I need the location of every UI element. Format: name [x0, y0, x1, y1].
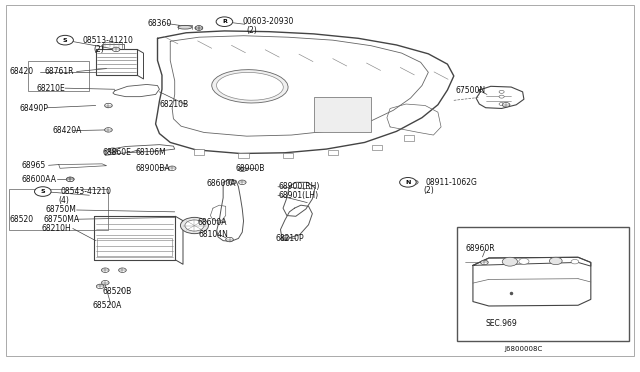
Text: 08911-1062G: 08911-1062G	[426, 178, 477, 187]
Circle shape	[67, 177, 74, 182]
Text: 68860E: 68860E	[102, 148, 131, 157]
Circle shape	[109, 148, 116, 153]
Ellipse shape	[216, 73, 284, 100]
Text: 68600AA: 68600AA	[22, 175, 57, 184]
Circle shape	[118, 268, 126, 272]
Text: 68104N: 68104N	[199, 230, 229, 239]
Circle shape	[410, 180, 418, 185]
Text: 68420: 68420	[9, 67, 33, 76]
Circle shape	[57, 35, 74, 45]
Bar	[28, 61, 89, 91]
Circle shape	[549, 257, 562, 264]
Text: 68750MA: 68750MA	[44, 215, 79, 224]
Circle shape	[226, 237, 234, 242]
Circle shape	[97, 284, 104, 289]
Circle shape	[239, 180, 246, 185]
Circle shape	[216, 17, 233, 26]
Circle shape	[104, 128, 112, 132]
Text: 68901(LH): 68901(LH)	[278, 191, 319, 200]
Circle shape	[282, 235, 289, 240]
Text: (2): (2)	[94, 45, 104, 54]
Text: 68490P: 68490P	[19, 104, 48, 113]
Circle shape	[180, 217, 209, 234]
Text: 68900(RH): 68900(RH)	[278, 182, 320, 191]
Text: 68900BA: 68900BA	[135, 164, 170, 173]
Ellipse shape	[212, 70, 288, 103]
Ellipse shape	[178, 25, 192, 29]
Circle shape	[35, 187, 51, 196]
Bar	[404, 135, 414, 141]
Text: 68210H: 68210H	[42, 224, 71, 233]
Bar	[328, 150, 338, 155]
Circle shape	[519, 259, 529, 264]
Circle shape	[499, 95, 504, 98]
Text: S: S	[40, 189, 45, 194]
Circle shape	[481, 260, 488, 264]
Circle shape	[185, 220, 204, 231]
Circle shape	[239, 167, 246, 171]
Bar	[283, 153, 293, 158]
Circle shape	[109, 149, 116, 153]
Bar	[239, 153, 248, 158]
Text: 67500N: 67500N	[455, 86, 485, 94]
Circle shape	[168, 166, 176, 170]
Text: 68210P: 68210P	[275, 234, 304, 243]
Text: 68210B: 68210B	[159, 100, 189, 109]
Bar	[9, 189, 108, 230]
Text: 68360: 68360	[148, 19, 172, 28]
Text: (2): (2)	[246, 26, 257, 35]
Text: 08513-41210: 08513-41210	[83, 36, 134, 45]
Circle shape	[502, 257, 518, 266]
Circle shape	[101, 268, 109, 272]
Text: 68761R: 68761R	[45, 67, 74, 76]
Circle shape	[104, 103, 112, 108]
Bar	[194, 149, 204, 155]
Text: 08543-41210: 08543-41210	[61, 187, 111, 196]
Circle shape	[228, 180, 236, 185]
Circle shape	[499, 90, 504, 93]
Text: 68600A: 68600A	[198, 218, 227, 227]
Circle shape	[67, 177, 74, 182]
Text: (4): (4)	[59, 196, 70, 205]
Circle shape	[112, 47, 120, 52]
Text: 68210E: 68210E	[36, 84, 65, 93]
Circle shape	[195, 26, 203, 30]
Text: 68106M: 68106M	[135, 148, 166, 157]
Circle shape	[399, 177, 416, 187]
Text: 68520B: 68520B	[102, 287, 131, 296]
Circle shape	[502, 103, 510, 107]
Text: (2): (2)	[423, 186, 434, 195]
Circle shape	[499, 103, 504, 106]
Text: 68420A: 68420A	[52, 126, 82, 135]
Text: 68520A: 68520A	[93, 301, 122, 311]
Bar	[372, 145, 383, 150]
Text: 68965: 68965	[22, 161, 46, 170]
Bar	[314, 97, 371, 132]
Circle shape	[281, 236, 289, 241]
Text: 68960R: 68960R	[465, 244, 495, 253]
Circle shape	[195, 26, 203, 30]
Bar	[457, 227, 629, 341]
Text: N: N	[405, 180, 411, 185]
Text: S: S	[63, 38, 67, 43]
Text: 68520: 68520	[9, 215, 33, 224]
Text: R: R	[222, 19, 227, 24]
Circle shape	[101, 280, 109, 285]
Circle shape	[571, 260, 579, 264]
Text: 00603-20930: 00603-20930	[243, 17, 294, 26]
Text: 68600A: 68600A	[207, 179, 236, 187]
Text: 68900B: 68900B	[236, 164, 265, 173]
Text: J6800008C: J6800008C	[505, 346, 543, 352]
Text: SEC.969: SEC.969	[486, 319, 517, 328]
Text: 68750M: 68750M	[46, 205, 77, 215]
